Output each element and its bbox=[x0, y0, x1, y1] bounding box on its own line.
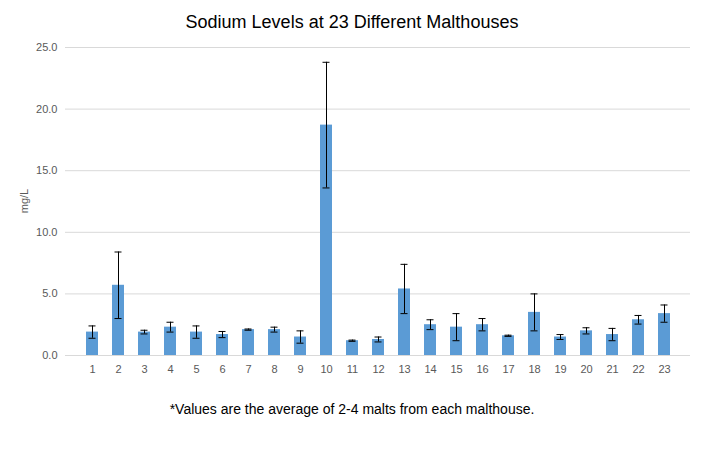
svg-text:12: 12 bbox=[372, 363, 384, 375]
svg-text:7: 7 bbox=[245, 363, 251, 375]
svg-text:2: 2 bbox=[115, 363, 121, 375]
svg-text:13: 13 bbox=[398, 363, 410, 375]
svg-text:11: 11 bbox=[347, 363, 358, 375]
html-text:*Values are the average of 2-4: *Values are the average of 2-4 malts fro… bbox=[169, 401, 535, 417]
svg-text:5: 5 bbox=[193, 363, 199, 375]
svg-text:20.0: 20.0 bbox=[36, 103, 57, 115]
html-text:Sodium Levels at 23 Different: Sodium Levels at 23 Different Malthouses bbox=[185, 12, 519, 32]
svg-text:19: 19 bbox=[554, 363, 566, 375]
svg-text:9: 9 bbox=[297, 363, 303, 375]
svg-text:6: 6 bbox=[219, 363, 225, 375]
svg-text:23: 23 bbox=[658, 363, 670, 375]
svg-text:8: 8 bbox=[271, 363, 277, 375]
svg-text:16: 16 bbox=[476, 363, 488, 375]
svg-text:18: 18 bbox=[528, 363, 540, 375]
svg-text:15: 15 bbox=[450, 363, 462, 375]
svg-text:17: 17 bbox=[502, 363, 514, 375]
svg-text:20: 20 bbox=[580, 363, 592, 375]
svg-text:4: 4 bbox=[167, 363, 173, 375]
svg-text:1: 1 bbox=[89, 363, 95, 375]
svg-text:25.0: 25.0 bbox=[36, 41, 57, 53]
svg-text:mg/L: mg/L bbox=[18, 189, 30, 213]
svg-text:3: 3 bbox=[141, 363, 147, 375]
svg-text:10.0: 10.0 bbox=[36, 226, 57, 238]
svg-text:0.0: 0.0 bbox=[42, 349, 57, 361]
svg-text:21: 21 bbox=[606, 363, 618, 375]
svg-text:22: 22 bbox=[632, 363, 644, 375]
svg-text:14: 14 bbox=[424, 363, 436, 375]
svg-text:10: 10 bbox=[320, 363, 332, 375]
svg-text:5.0: 5.0 bbox=[42, 287, 57, 299]
svg-text:15.0: 15.0 bbox=[36, 164, 57, 176]
